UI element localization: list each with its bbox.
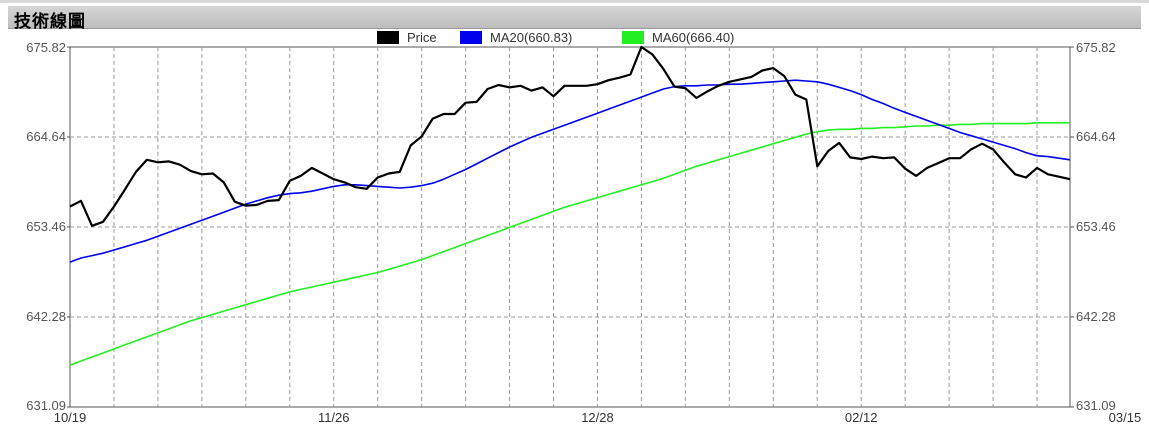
y-tick-label-right: 642.28 — [1076, 309, 1116, 324]
legend-swatch — [377, 31, 399, 44]
x-tick-label: 12/28 — [581, 410, 614, 425]
legend-label: MA20(660.83) — [490, 30, 572, 45]
series-line-price — [69, 45, 1071, 227]
y-tick-label-right: 653.46 — [1076, 219, 1116, 234]
top-border — [0, 0, 1149, 3]
y-tick-label-right: 675.82 — [1076, 40, 1116, 55]
chart-title: 技術線圖 — [14, 12, 86, 32]
y-tick-label-left: 675.82 — [26, 40, 66, 55]
y-tick-label-right: 664.64 — [1076, 129, 1116, 144]
x-tick-label: 11/26 — [318, 410, 350, 425]
y-tick-label-left: 631.09 — [26, 398, 66, 413]
x-tick-label: 10/19 — [54, 410, 87, 425]
series-line-ma20 — [69, 79, 1071, 263]
title-bar: 技術線圖 — [8, 6, 1141, 32]
legend-swatch — [622, 31, 644, 44]
legend-label: Price — [407, 30, 437, 45]
legend-label: MA60(666.40) — [652, 30, 734, 45]
y-tick-label-left: 664.64 — [26, 129, 66, 144]
x-tick-label: 02/12 — [845, 410, 878, 425]
y-tick-label-left: 642.28 — [26, 309, 66, 324]
series-line-ma60 — [69, 122, 1070, 366]
y-tick-label-right: 631.09 — [1076, 398, 1116, 413]
x-tick-label: 03/15 — [1109, 410, 1142, 425]
y-tick-label-left: 653.46 — [26, 219, 66, 234]
legend-swatch — [460, 31, 482, 44]
